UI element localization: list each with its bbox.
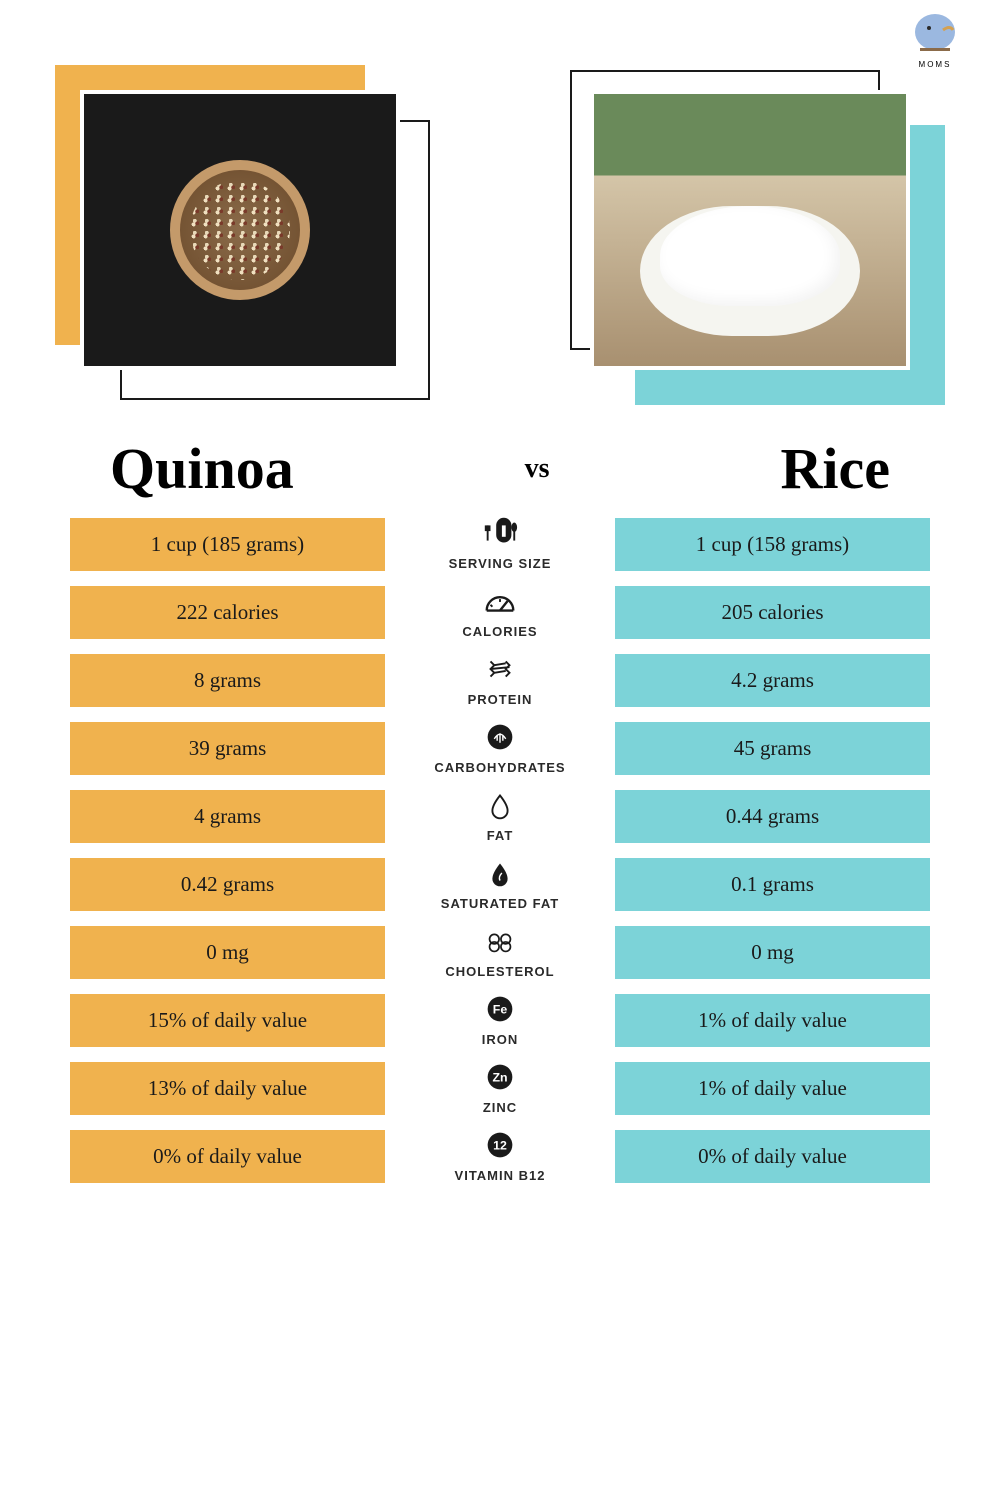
metric-label: CALORIES <box>462 624 537 639</box>
left-value: 0.42 grams <box>70 858 385 911</box>
right-value: 45 grams <box>615 722 930 775</box>
right-value: 1% of daily value <box>615 994 930 1047</box>
brand-logo: MOMS <box>890 10 980 90</box>
logo-text: MOMS <box>919 60 952 69</box>
nutrition-row: 4 grams FAT 0.44 grams <box>50 789 950 843</box>
metric-center: CARBOHYDRATES <box>410 721 590 775</box>
metric-label: SERVING SIZE <box>449 556 552 571</box>
metric-label: IRON <box>482 1032 519 1047</box>
zinc-icon: Zn <box>481 1061 519 1098</box>
left-value: 0% of daily value <box>70 1130 385 1183</box>
metric-label: CARBOHYDRATES <box>434 760 565 775</box>
metric-center: FAT <box>410 789 590 843</box>
satfat-icon <box>481 857 519 894</box>
carbs-icon <box>481 721 519 758</box>
titles-row: Quinoa vs Rice <box>50 435 950 502</box>
metric-label: VITAMIN B12 <box>455 1168 546 1183</box>
nutrition-row: 1 cup (185 grams) SERVING SIZE 1 cup (158 … <box>50 517 950 571</box>
quinoa-image <box>80 90 400 370</box>
left-value: 4 grams <box>70 790 385 843</box>
metric-label: PROTEIN <box>468 692 533 707</box>
left-title: Quinoa <box>110 435 294 502</box>
metric-center: Fe IRON <box>410 993 590 1047</box>
metric-label: SATURATED FAT <box>441 896 559 911</box>
chol-icon <box>481 925 519 962</box>
rice-image <box>590 90 910 370</box>
images-row <box>50 90 950 380</box>
right-value: 1% of daily value <box>615 1062 930 1115</box>
left-value: 8 grams <box>70 654 385 707</box>
nutrition-row: 0% of daily value 12 VITAMIN B12 0% of dail… <box>50 1129 950 1183</box>
fat-icon <box>481 789 519 826</box>
right-value: 0.44 grams <box>615 790 930 843</box>
left-value: 15% of daily value <box>70 994 385 1047</box>
calories-icon <box>481 585 519 622</box>
protein-icon <box>481 653 519 690</box>
rice-image-frame <box>590 90 920 380</box>
metric-center: Zn ZINC <box>410 1061 590 1115</box>
left-value: 1 cup (185 grams) <box>70 518 385 571</box>
metric-center: CALORIES <box>410 585 590 639</box>
metric-center: 12 VITAMIN B12 <box>410 1129 590 1183</box>
nutrition-row: 13% of daily value Zn ZINC 1% of daily valu… <box>50 1061 950 1115</box>
iron-icon: Fe <box>481 993 519 1030</box>
metric-center: CHOLESTEROL <box>410 925 590 979</box>
left-value: 39 grams <box>70 722 385 775</box>
nutrition-row: 15% of daily value Fe IRON 1% of daily valu… <box>50 993 950 1047</box>
nutrition-row: 8 grams PROTEIN 4.2 grams <box>50 653 950 707</box>
b12-icon: 12 <box>481 1129 519 1166</box>
metric-center: SERVING SIZE <box>410 517 590 571</box>
right-title: Rice <box>781 435 891 502</box>
metric-center: SATURATED FAT <box>410 857 590 911</box>
nutrition-row: 0 mg CHOLESTEROL 0 mg <box>50 925 950 979</box>
left-value: 0 mg <box>70 926 385 979</box>
nutrition-rows: 1 cup (185 grams) SERVING SIZE 1 cup (158 … <box>50 517 950 1183</box>
left-value: 222 calories <box>70 586 385 639</box>
serving-icon <box>481 517 519 554</box>
metric-label: CHOLESTEROL <box>445 964 554 979</box>
vs-label: vs <box>525 453 550 485</box>
right-value: 1 cup (158 grams) <box>615 518 930 571</box>
right-value: 0 mg <box>615 926 930 979</box>
right-value: 205 calories <box>615 586 930 639</box>
right-value: 4.2 grams <box>615 654 930 707</box>
nutrition-row: 0.42 grams SATURATED FAT 0.1 grams <box>50 857 950 911</box>
svg-text:Zn: Zn <box>492 1071 507 1085</box>
metric-center: PROTEIN <box>410 653 590 707</box>
metric-label: ZINC <box>483 1100 517 1115</box>
right-value: 0.1 grams <box>615 858 930 911</box>
svg-text:Fe: Fe <box>493 1003 508 1017</box>
nutrition-row: 222 calories CALORIES 205 calories <box>50 585 950 639</box>
right-value: 0% of daily value <box>615 1130 930 1183</box>
quinoa-image-frame <box>80 90 410 380</box>
left-value: 13% of daily value <box>70 1062 385 1115</box>
metric-label: FAT <box>487 828 514 843</box>
svg-text:12: 12 <box>493 1139 507 1153</box>
nutrition-row: 39 grams CARBOHYDRATES 45 grams <box>50 721 950 775</box>
